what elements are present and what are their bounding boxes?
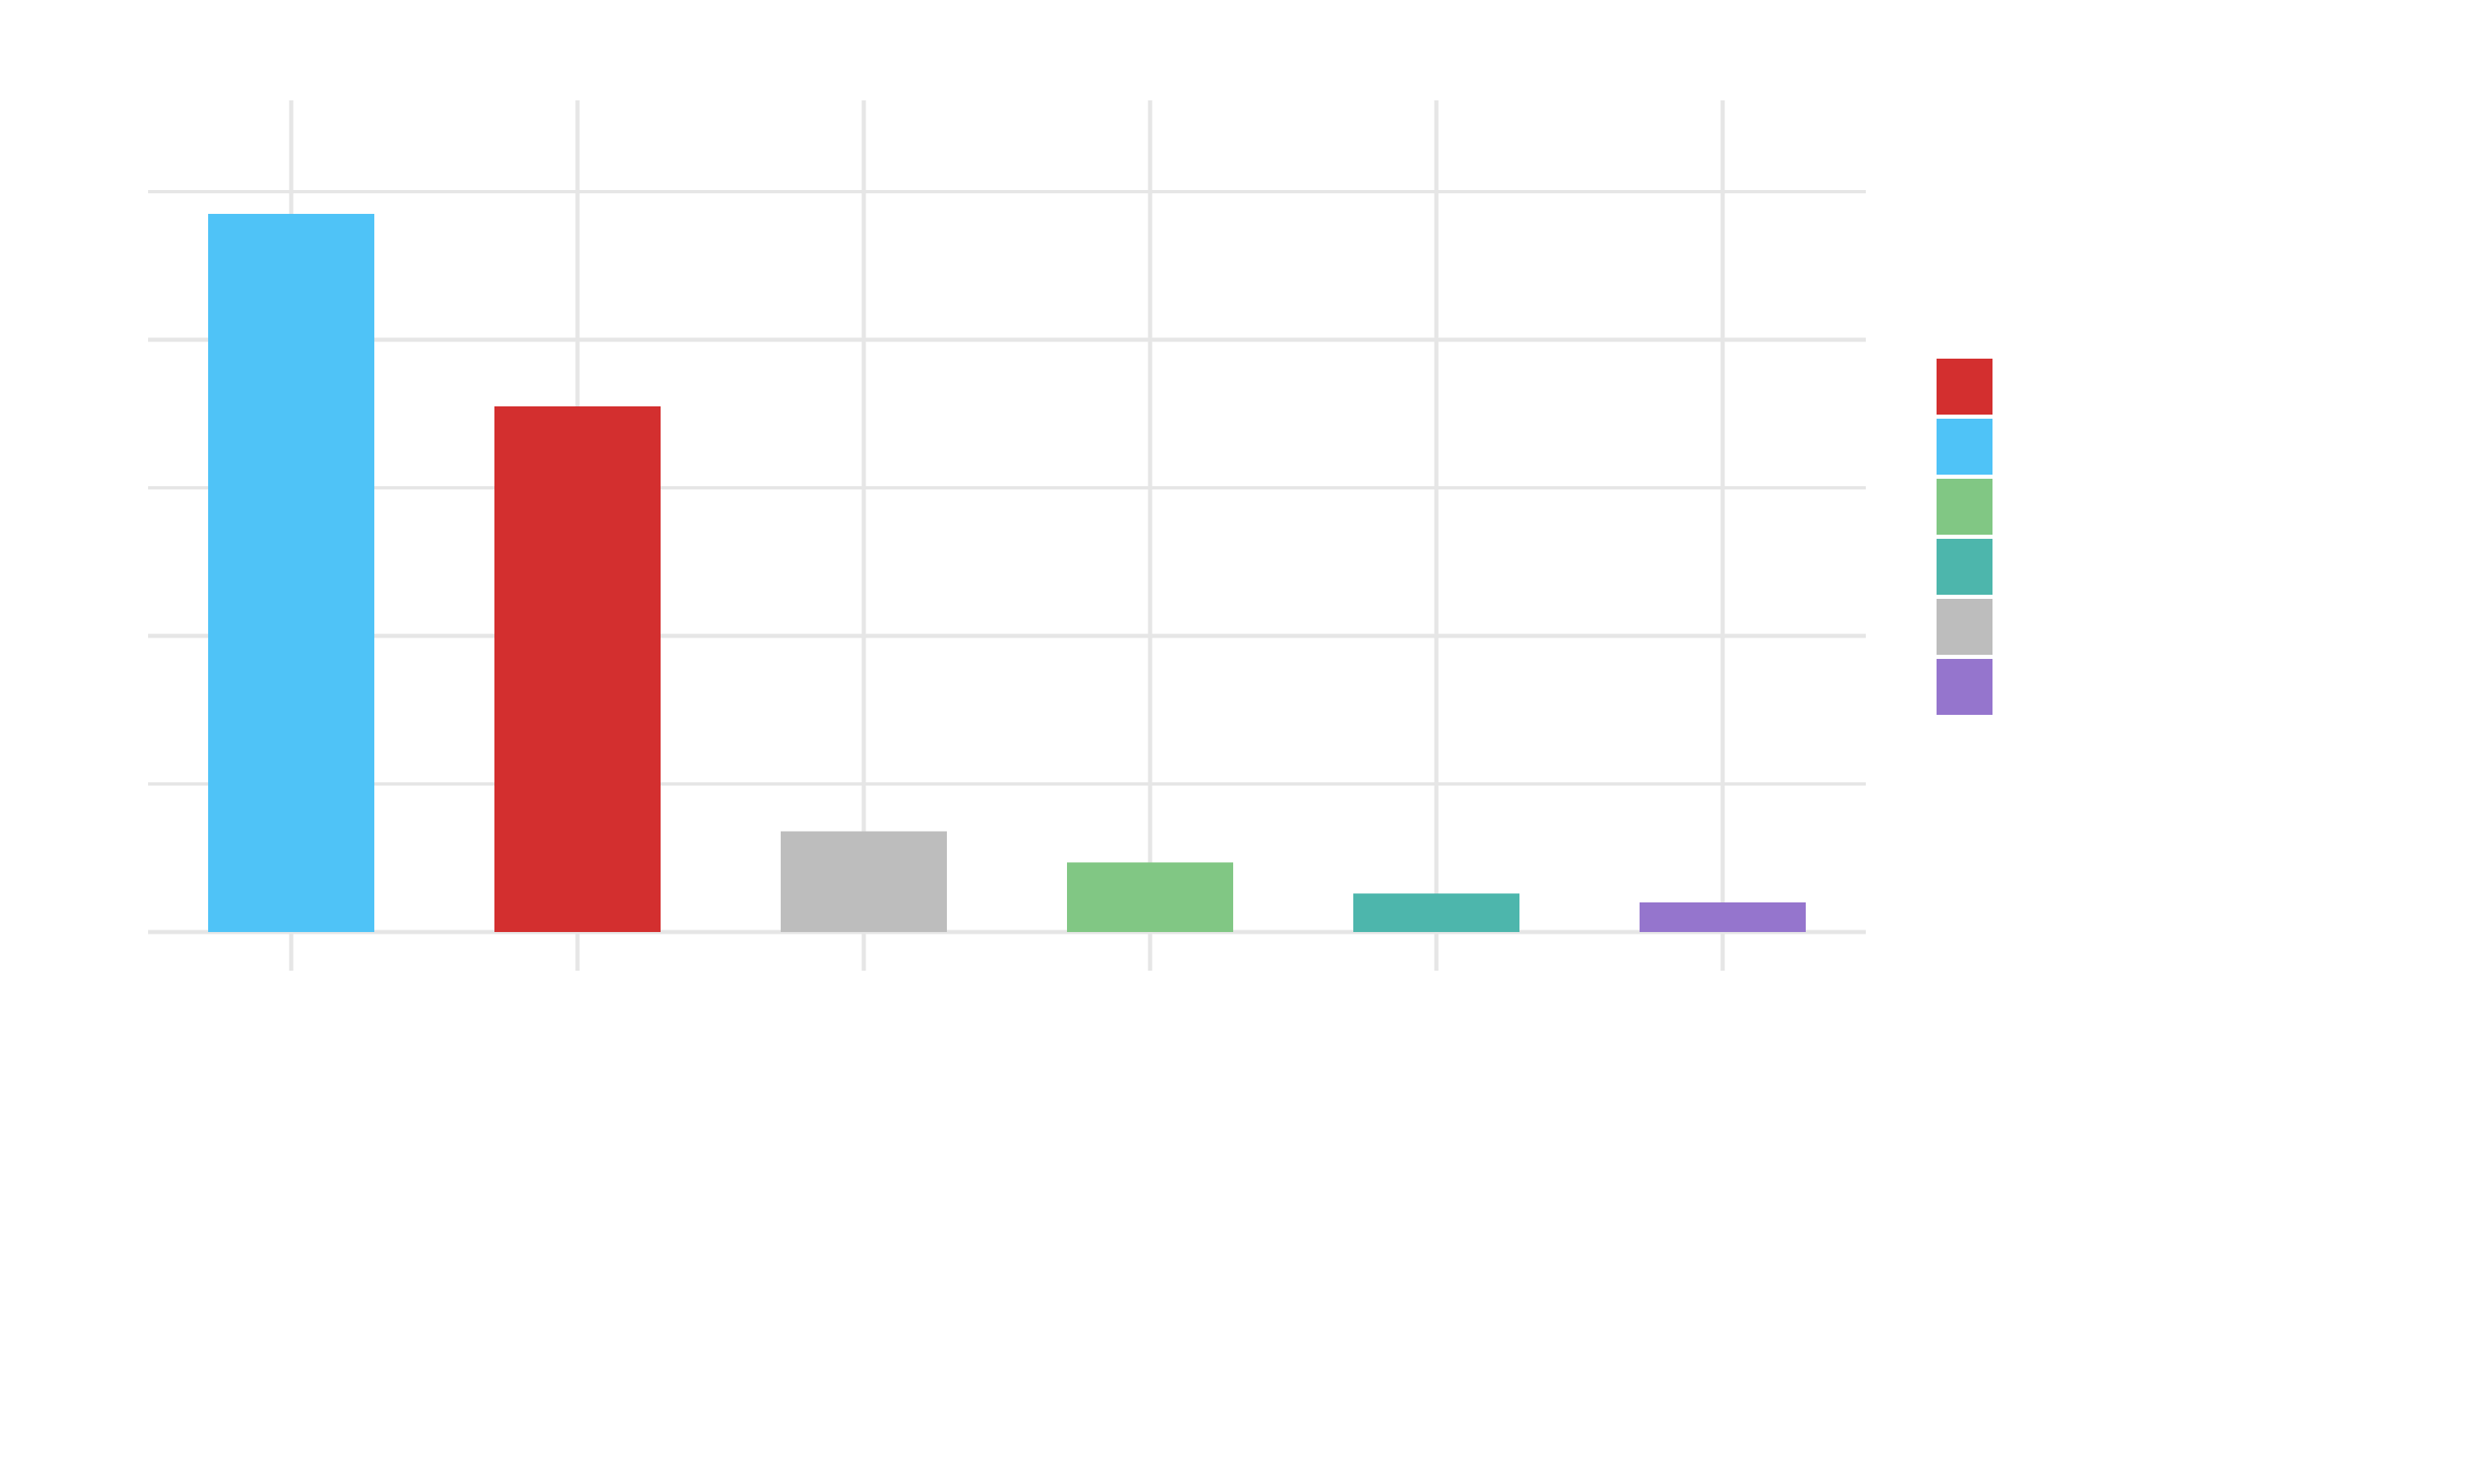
- grid-lines: [148, 100, 1866, 971]
- bar[interactable]: [1640, 902, 1806, 932]
- legend-swatch: [1937, 599, 1992, 655]
- bar[interactable]: [1353, 893, 1519, 932]
- legend-swatch: [1937, 359, 1992, 415]
- legend-swatch: [1937, 659, 1992, 715]
- legend-swatch: [1937, 479, 1992, 535]
- bar[interactable]: [208, 214, 374, 932]
- bar[interactable]: [1067, 862, 1233, 932]
- bar[interactable]: [781, 831, 947, 932]
- legend: [1937, 359, 1992, 715]
- legend-swatch: [1937, 539, 1992, 595]
- legend-swatch: [1937, 419, 1992, 475]
- bar[interactable]: [494, 406, 661, 932]
- bars: [208, 214, 1806, 932]
